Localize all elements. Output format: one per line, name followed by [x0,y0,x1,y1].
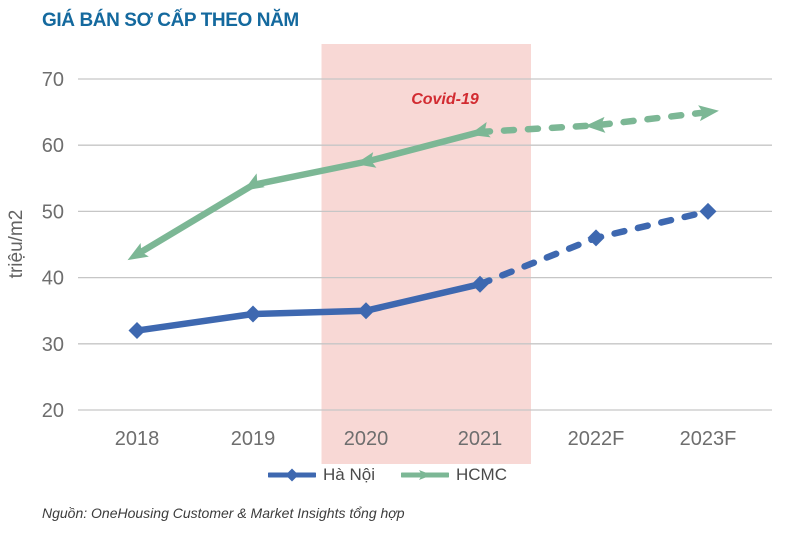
x-tick-label-2022F: 2022F [568,428,625,450]
covid-band [321,44,531,464]
x-tick-label-2021: 2021 [458,428,503,450]
legend-diamond-sample-icon [268,468,317,482]
legend-item-1: HCMC [400,465,507,485]
y-tick-label-60: 60 [42,135,64,157]
series-0-marker-2022F [587,229,605,247]
series-0-marker-2020 [357,302,375,320]
y-tick-label-50: 50 [42,201,64,223]
y-tick-label-20: 20 [42,400,64,422]
legend-label-1: HCMC [455,465,507,484]
source-note: Nguồn: OneHousing Customer & Market Insi… [42,505,405,521]
series-1-forecast-dashed-line [476,108,712,136]
series-0-marker-2019 [244,305,262,323]
x-tick-label-2023F: 2023F [680,428,737,450]
x-tick-label-2020: 2020 [344,428,389,450]
series-1-marker-2021 [469,121,491,138]
legend-item-0: Hà Nội [268,465,375,485]
line-chart: 20 30 40 50 60 70 triệu/m2 2018 2019 2020 2021 2022… [6,44,772,464]
chart-title: GIÁ BÁN SƠ CẤP THEO NĂM [42,10,299,31]
series-0-marker-2018 [128,322,146,340]
series-0-solid-line [133,280,484,334]
legend-label-0: Hà Nội [323,465,375,484]
y-tick-label-70: 70 [42,69,64,91]
y-tick-label-40: 40 [42,268,64,290]
x-tick-label-2018: 2018 [115,428,160,450]
chart-legend: Hà Nội HCMC [0,465,775,485]
series-1-marker-2020 [355,152,377,168]
legend-triangle-sample-icon [400,470,449,480]
series-1-marker-2019 [243,173,265,191]
y-tick-label-30: 30 [42,334,64,356]
series-1-marker-2022F [585,116,606,133]
covid-annotation-label: Covid-19 [411,91,479,108]
series-0-marker-2023F [699,202,717,220]
series-1-solid-line [133,128,484,258]
series-1-marker-2023F [698,105,719,122]
series-1-marker-2018 [127,242,149,261]
x-tick-label-2019: 2019 [231,428,276,450]
y-axis-title: triệu/m2 [6,210,27,279]
series-0-marker-2021 [471,275,489,293]
